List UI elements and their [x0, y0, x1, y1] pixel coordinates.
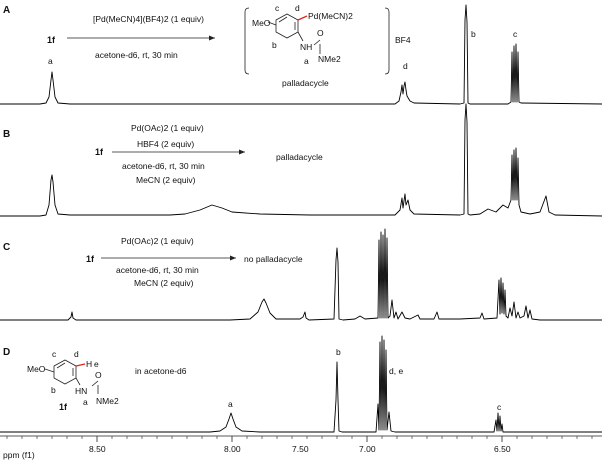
panel-label-c: C — [3, 242, 10, 253]
peak-label-a-a: a — [48, 56, 53, 66]
conditions-below-b-1: acetone-d6, rt, 30 min — [122, 161, 205, 171]
arrowhead-b — [239, 149, 245, 155]
ring-label-d-d: d — [74, 349, 79, 359]
conditions-above-b: Pd(OAc)2 (1 equiv) — [131, 123, 204, 133]
compound-label-d: 1f — [59, 402, 68, 412]
nme2-label-a: NMe2 — [318, 54, 341, 64]
panel-label-b: B — [3, 129, 10, 140]
arrowhead-a — [209, 35, 215, 41]
spectrum-d — [0, 335, 602, 433]
panel-d: D MeO H HN O NMe2 c d e b a 1f in aceton… — [0, 335, 602, 433]
outcome-c: no palladacycle — [244, 254, 303, 264]
tick-label-750: 7.50 — [292, 444, 309, 454]
ch-bond-d — [75, 363, 86, 367]
ring-label-e-d: e — [94, 359, 99, 369]
peak-label-d-b: b — [336, 347, 341, 357]
nh-label-a: NH — [300, 42, 312, 52]
pd-carbon-bond — [297, 15, 308, 21]
left-bracket — [244, 7, 250, 75]
solvent-note-d: in acetone-d6 — [135, 366, 187, 376]
spectrum-a — [0, 4, 602, 105]
conditions-above-c: Pd(OAc)2 (1 equiv) — [121, 236, 194, 246]
panel-label-a: A — [3, 5, 10, 16]
x-axis-label: ppm (f1) — [3, 450, 35, 460]
urea-co-bond — [313, 39, 321, 46]
h-label-d: H — [86, 359, 92, 369]
palladacycle-caption: palladacycle — [282, 78, 329, 88]
tick-label-800: 8.00 — [224, 444, 241, 454]
outcome-b: palladacycle — [276, 152, 323, 162]
panel-a: A 1f [Pd(MeCN)4](BF4)2 (1 equiv) acetone… — [0, 3, 602, 105]
compound-label-b: 1f — [95, 147, 104, 157]
meo-label-d: MeO — [27, 364, 46, 374]
ring-label-c-d: c — [52, 349, 57, 359]
urea-co-bond-d — [91, 380, 99, 387]
conditions-mid-b: HBF4 (2 equiv) — [137, 139, 194, 149]
x-axis: 8.50 8.00 7.50 7.00 6.50 ppm (f1) — [0, 435, 602, 460]
conditions-below-c-2: MeCN (2 equiv) — [134, 278, 194, 288]
ring-label-b-d: b — [51, 385, 56, 395]
n-bond-d — [75, 377, 81, 386]
double-bond-1 — [278, 16, 288, 23]
conditions-below-a: acetone-d6, rt, 30 min — [95, 50, 178, 60]
carbonyl-o-label-a: O — [317, 28, 324, 38]
x-axis-major-ticks — [96, 436, 503, 442]
tick-label-850: 8.50 — [89, 444, 106, 454]
substrate-structure: MeO H HN O NMe2 c d e b a — [27, 349, 119, 407]
peak-label-a-b: b — [471, 29, 476, 39]
spectrum-c — [0, 228, 602, 321]
right-bracket — [384, 7, 390, 75]
ring-label-c-a: c — [275, 3, 280, 13]
panel-b: B 1f Pd(OAc)2 (1 equiv) HBF4 (2 equiv) a… — [0, 103, 602, 217]
hn-label-d: HN — [75, 386, 87, 396]
panel-label-d: D — [3, 347, 10, 358]
conditions-below-b-2: MeCN (2 equiv) — [136, 175, 196, 185]
palladacycle-structure: MeO Pd(MeCN)2 NH O NMe2 c d b a — [244, 3, 390, 75]
compound-label-a: 1f — [47, 35, 56, 45]
tick-label-650: 6.50 — [494, 444, 511, 454]
meo-label-a: MeO — [252, 18, 271, 28]
meo-bond — [267, 21, 277, 26]
pd-label: Pd(MeCN)2 — [308, 11, 353, 21]
double-bond-d-1 — [56, 362, 66, 369]
peak-label-a-c: c — [513, 29, 518, 39]
conditions-above-a: [Pd(MeCN)4](BF4)2 (1 equiv) — [93, 14, 204, 24]
ring-label-a-d: a — [83, 397, 88, 407]
meo-bond-d — [44, 368, 55, 373]
conditions-below-c-1: acetone-d6, rt, 30 min — [116, 265, 199, 275]
arrowhead-c — [230, 255, 236, 261]
panel-c: C 1f Pd(OAc)2 (1 equiv) acetone-d6, rt, … — [0, 228, 602, 321]
peak-label-a-d: d — [403, 61, 408, 71]
counterion-label: BF4 — [395, 35, 411, 45]
x-axis-minor-ticks — [6, 436, 593, 439]
carbonyl-o-label-d: O — [95, 370, 102, 380]
peak-label-d-a: a — [228, 399, 233, 409]
n-bond — [297, 31, 304, 42]
nme2-label-d: NMe2 — [96, 396, 119, 406]
tick-label-700: 7.00 — [359, 444, 376, 454]
ring-label-d-a: d — [295, 3, 300, 13]
ring-label-a-a: a — [304, 56, 309, 66]
spectrum-b — [0, 103, 602, 217]
peak-label-d-c: c — [497, 402, 502, 412]
ring-label-b-a: b — [272, 40, 277, 50]
peak-label-d-de: d, e — [389, 366, 403, 376]
compound-label-c: 1f — [86, 254, 95, 264]
